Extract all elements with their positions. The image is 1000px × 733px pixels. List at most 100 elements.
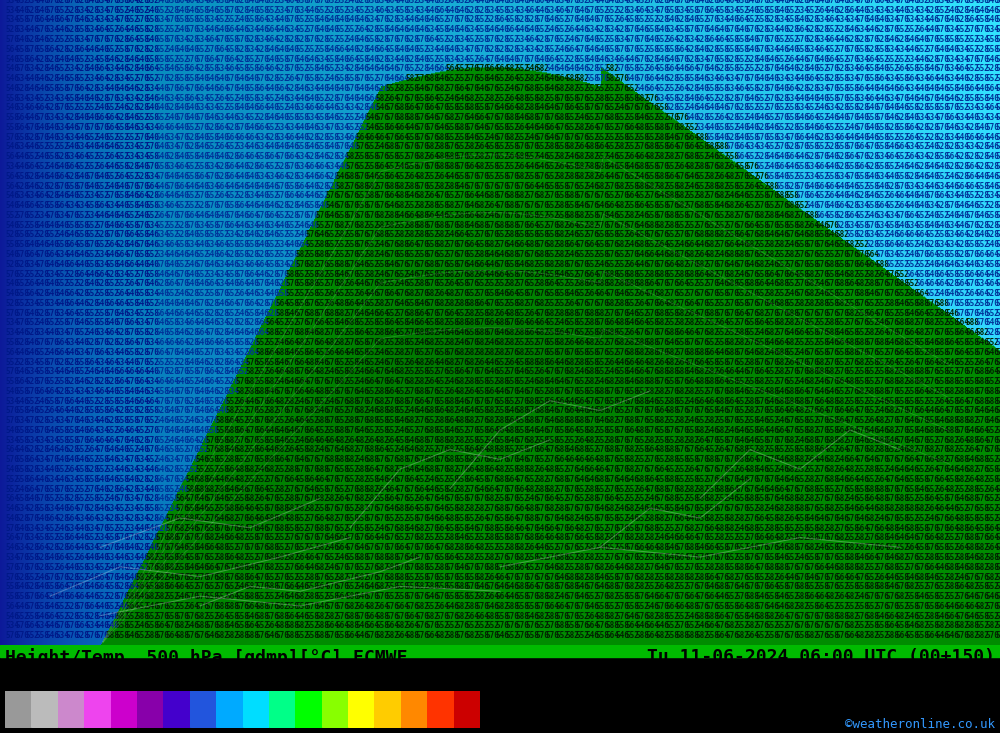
Text: 570: 570 [995, 35, 1000, 44]
Text: 558: 558 [145, 15, 159, 24]
Text: 564: 564 [485, 572, 499, 581]
Text: 534: 534 [25, 191, 39, 200]
Text: 546: 546 [715, 103, 729, 112]
Text: 570: 570 [945, 201, 959, 210]
Text: 534: 534 [885, 211, 899, 220]
Text: 534: 534 [605, 54, 619, 64]
Text: 528: 528 [865, 152, 879, 161]
Text: 546: 546 [935, 259, 949, 269]
Text: 570: 570 [595, 270, 609, 279]
Text: 534: 534 [315, 123, 329, 132]
Text: 558: 558 [835, 504, 849, 513]
Text: 552: 552 [395, 406, 409, 416]
Text: 564: 564 [485, 592, 499, 601]
Text: 576: 576 [725, 504, 739, 513]
Text: 570: 570 [475, 397, 489, 405]
Text: 540: 540 [125, 435, 139, 445]
Text: 564: 564 [165, 201, 179, 210]
Text: 570: 570 [165, 622, 179, 630]
Text: 546: 546 [605, 162, 619, 171]
Text: 588: 588 [405, 631, 419, 640]
Text: 564: 564 [125, 279, 139, 288]
Text: 546: 546 [195, 563, 209, 572]
Text: 576: 576 [615, 397, 629, 405]
Text: 582: 582 [465, 309, 479, 317]
Text: 576: 576 [405, 602, 419, 611]
Text: 528: 528 [725, 54, 739, 64]
Text: 570: 570 [855, 0, 869, 5]
Text: 576: 576 [745, 514, 759, 523]
Text: 570: 570 [695, 65, 709, 73]
Text: 576: 576 [545, 455, 559, 464]
Text: 582: 582 [885, 504, 899, 513]
Text: 534: 534 [585, 25, 599, 34]
Text: 540: 540 [955, 133, 969, 141]
Text: 582: 582 [855, 631, 869, 640]
Text: 582: 582 [345, 455, 359, 464]
Text: 558: 558 [935, 103, 949, 112]
Text: 588: 588 [905, 504, 919, 513]
Text: 570: 570 [185, 54, 199, 64]
Text: 570: 570 [695, 6, 709, 15]
Text: 582: 582 [715, 182, 729, 191]
Text: 588: 588 [765, 523, 779, 533]
Text: 570: 570 [895, 582, 909, 592]
Text: 552: 552 [125, 133, 139, 141]
Text: 552: 552 [325, 65, 339, 73]
Text: 552: 552 [595, 358, 609, 366]
Text: 564: 564 [845, 6, 859, 15]
Text: 528: 528 [35, 416, 49, 425]
Text: 546: 546 [505, 592, 519, 601]
Text: 552: 552 [555, 35, 569, 44]
Text: 570: 570 [755, 0, 769, 5]
Text: 528: 528 [965, 152, 979, 161]
Text: 528: 528 [215, 367, 229, 376]
Text: 546: 546 [755, 113, 769, 122]
Text: 546: 546 [595, 572, 609, 581]
Text: 576: 576 [265, 602, 279, 611]
Text: 570: 570 [475, 602, 489, 611]
Text: 564: 564 [785, 406, 799, 416]
Text: 534: 534 [905, 54, 919, 64]
Text: 570: 570 [605, 465, 619, 474]
Text: 534: 534 [5, 622, 19, 630]
Text: 534: 534 [215, 270, 229, 279]
Text: 588: 588 [225, 426, 239, 435]
Text: 576: 576 [575, 133, 589, 141]
Text: 564: 564 [205, 543, 219, 552]
Text: 582: 582 [675, 259, 689, 269]
Text: 558: 558 [305, 250, 319, 259]
Text: 546: 546 [475, 485, 489, 493]
Text: 576: 576 [525, 406, 539, 416]
Text: 528: 528 [145, 494, 159, 504]
Text: 546: 546 [305, 485, 319, 493]
Text: 552: 552 [175, 602, 189, 611]
Text: 576: 576 [495, 553, 509, 562]
Text: 528: 528 [85, 611, 99, 621]
Text: 546: 546 [985, 54, 999, 64]
Text: 576: 576 [455, 259, 469, 269]
Text: 582: 582 [525, 74, 539, 83]
Text: 570: 570 [575, 35, 589, 44]
Text: 576: 576 [925, 582, 939, 592]
Text: 558: 558 [905, 485, 919, 493]
Text: 552: 552 [55, 142, 69, 152]
Text: 564: 564 [705, 523, 719, 533]
Text: 570: 570 [305, 534, 319, 542]
Text: 546: 546 [175, 172, 189, 181]
Text: 540: 540 [895, 6, 909, 15]
Text: 552: 552 [835, 602, 849, 611]
Text: 558: 558 [285, 182, 299, 191]
Text: 564: 564 [795, 25, 809, 34]
Text: 552: 552 [865, 299, 879, 308]
Text: 576: 576 [645, 230, 659, 240]
Text: 546: 546 [595, 504, 609, 513]
Text: 546: 546 [185, 622, 199, 630]
Text: 588: 588 [445, 514, 459, 523]
Text: 564: 564 [925, 279, 939, 288]
Text: 570: 570 [985, 631, 999, 640]
Text: 564: 564 [865, 494, 879, 504]
Text: 570: 570 [935, 65, 949, 73]
Text: 570: 570 [935, 113, 949, 122]
Text: 546: 546 [135, 622, 149, 630]
